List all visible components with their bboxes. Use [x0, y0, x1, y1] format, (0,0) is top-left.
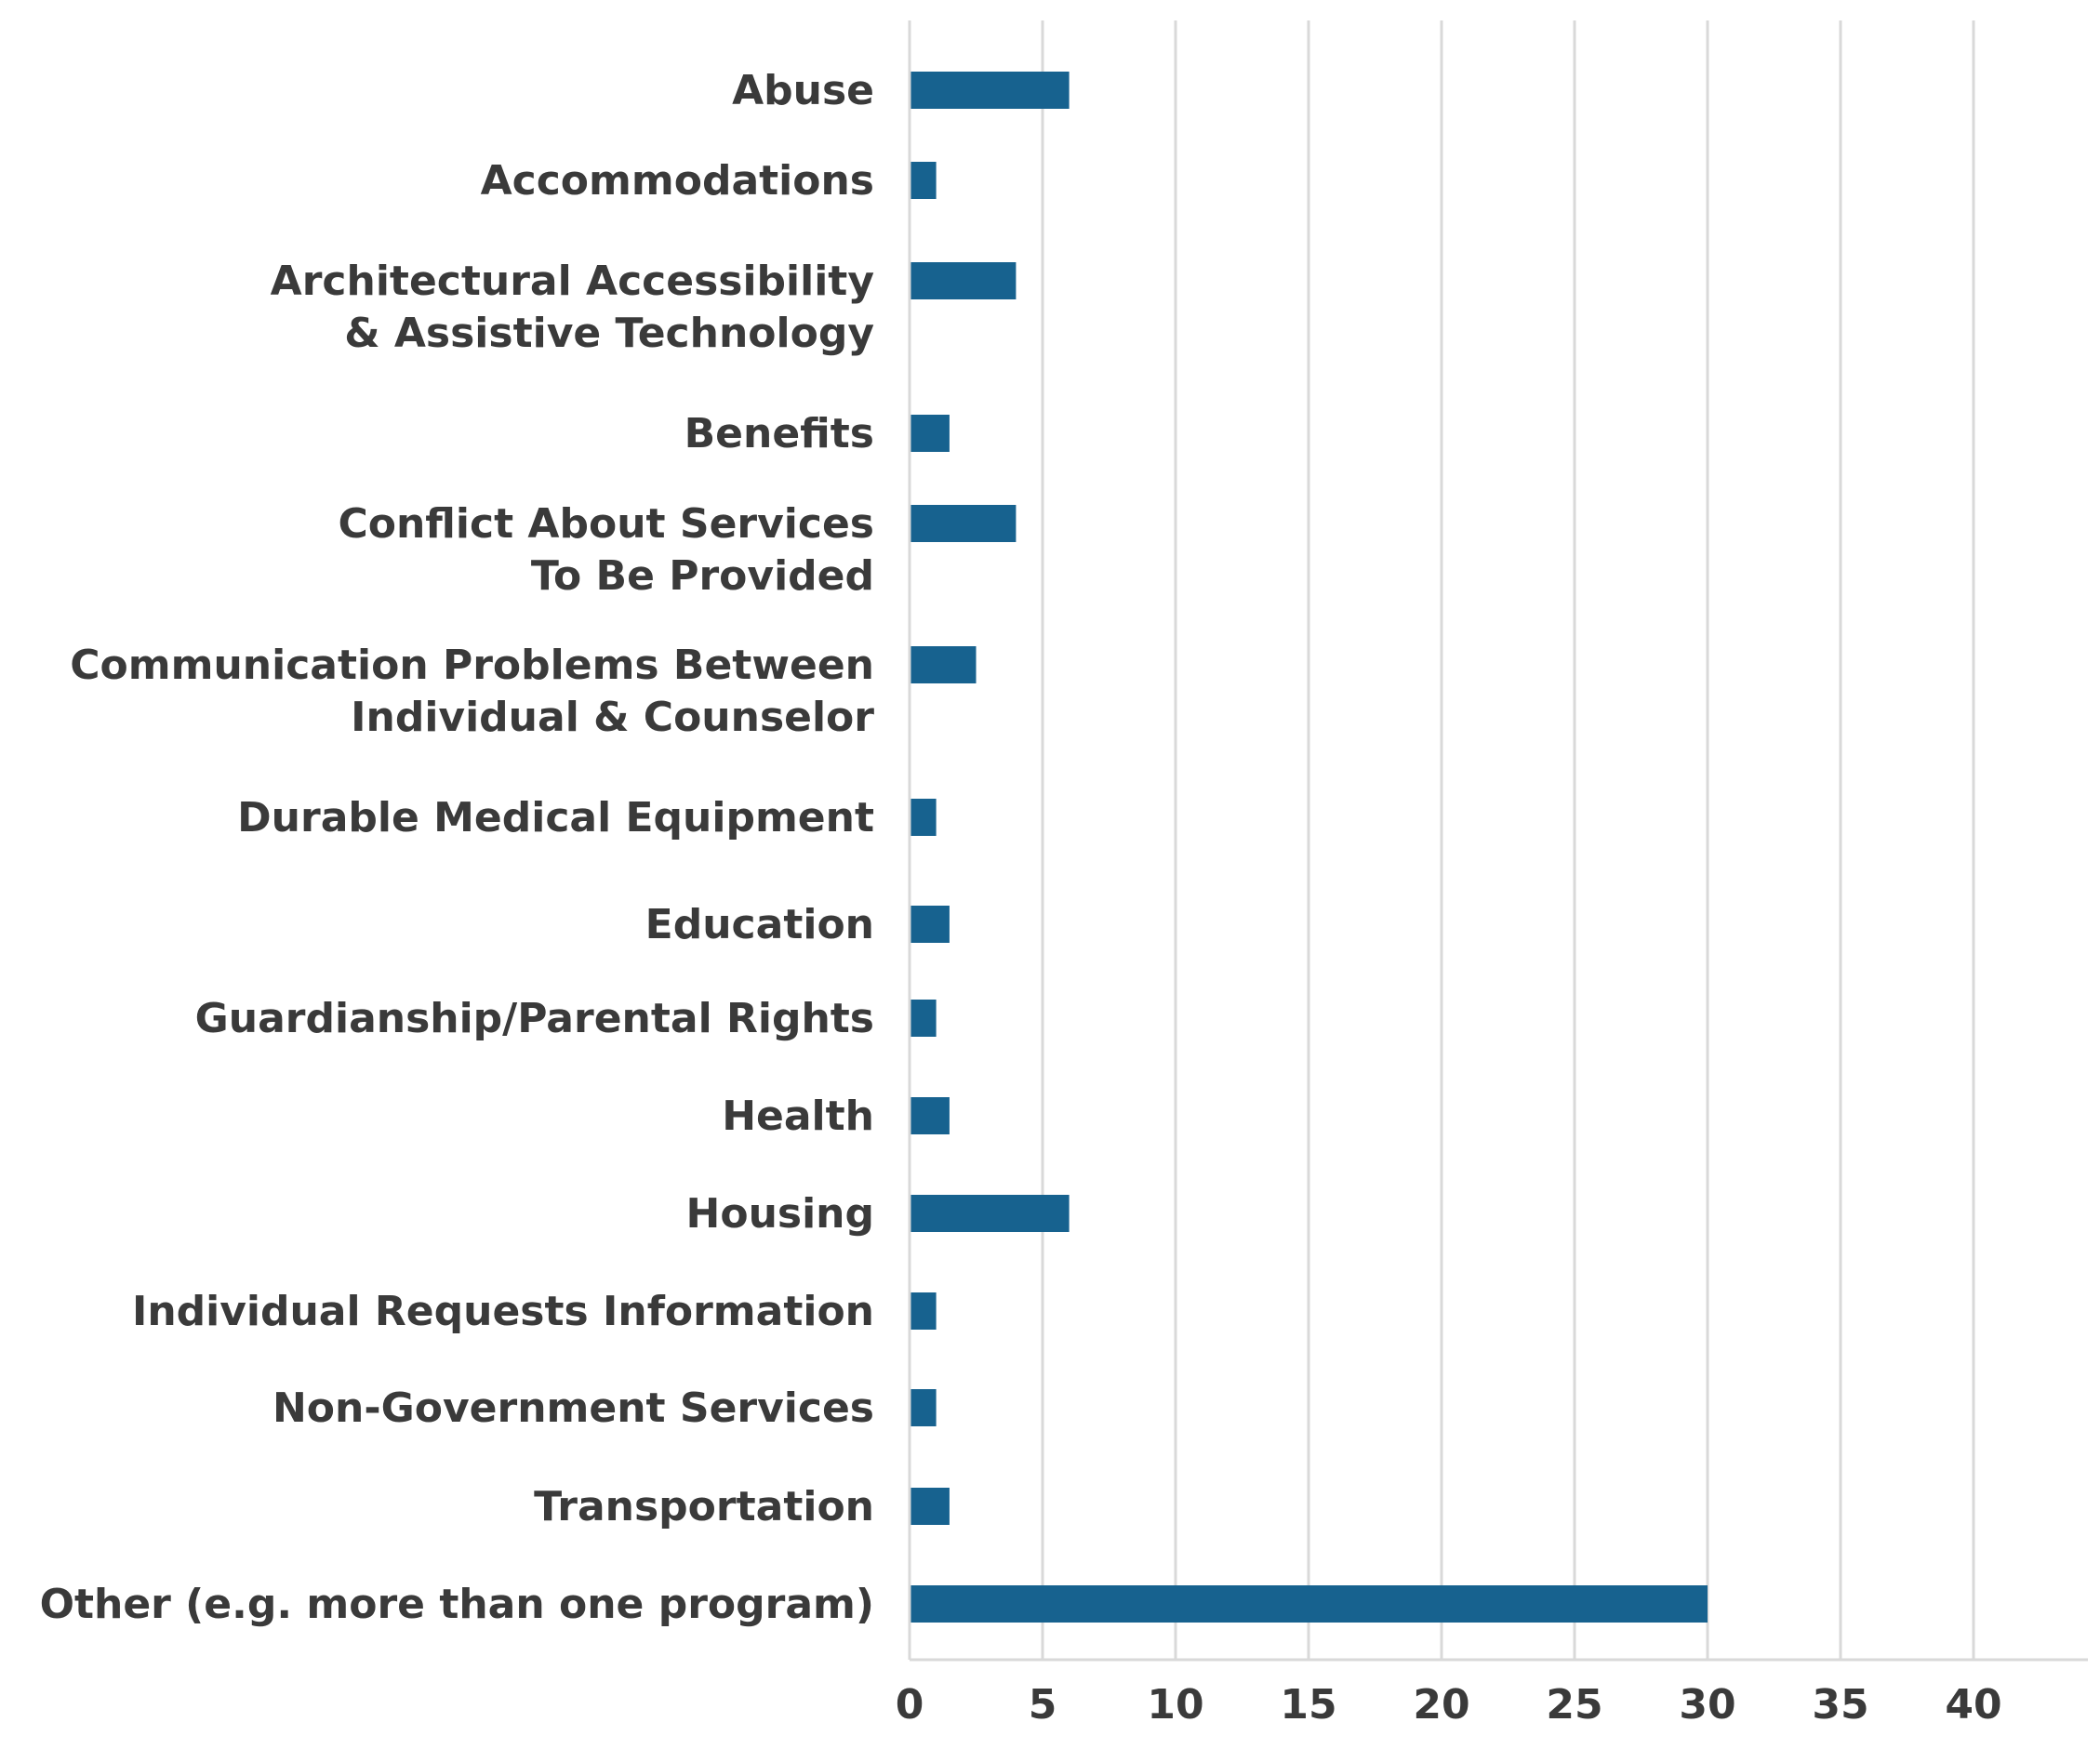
category-label-13: Transportation: [534, 1483, 874, 1530]
x-tick-label-20: 20: [1413, 1681, 1469, 1729]
x-tick-label-5: 5: [1029, 1681, 1057, 1729]
category-label-line: To Be Provided: [531, 552, 874, 600]
bar-12: [910, 1389, 937, 1426]
category-label-12: Non-Government Services: [272, 1384, 874, 1432]
category-labels: Abuse Accommodations Architectural Accessi…: [40, 67, 875, 1628]
category-label-line: Conflict About Services: [338, 500, 874, 548]
category-label-5: Communication Problems Between Individual…: [70, 642, 874, 741]
bar-0: [910, 72, 1070, 109]
x-tick-labels: 0 5 10 15 20 25 30 35 40: [896, 1681, 2002, 1729]
category-label-line: Transportation: [534, 1483, 874, 1530]
category-label-line: Benefits: [684, 410, 874, 457]
x-tick-label-25: 25: [1546, 1681, 1602, 1729]
category-label-8: Guardianship/Parental Rights: [195, 995, 874, 1042]
category-label-line: Durable Medical Equipment: [237, 794, 874, 841]
bar-7: [910, 906, 950, 943]
bar-8: [910, 1000, 937, 1037]
category-label-line: Other (e.g. more than one program): [40, 1581, 874, 1628]
bar-14: [910, 1585, 1708, 1623]
category-label-line: Abuse: [732, 67, 874, 114]
category-label-line: & Assistive Technology: [344, 310, 874, 357]
axes: [908, 20, 2088, 1662]
category-label-line: Individual Requests Information: [132, 1288, 874, 1335]
bar-10: [910, 1195, 1070, 1232]
bar-3: [910, 415, 950, 452]
category-label-0: Abuse: [732, 67, 874, 114]
bar-5: [910, 646, 977, 683]
category-label-11: Individual Requests Information: [132, 1288, 874, 1335]
bar-11: [910, 1292, 937, 1330]
category-label-line: Guardianship/Parental Rights: [195, 995, 874, 1042]
category-label-line: Individual & Counselor: [351, 694, 874, 741]
bar-13: [910, 1488, 950, 1525]
x-tick-label-0: 0: [896, 1681, 924, 1729]
bar-1: [910, 162, 937, 199]
category-label-line: Non-Government Services: [272, 1384, 874, 1432]
x-tick-label-10: 10: [1147, 1681, 1203, 1729]
bar-6: [910, 799, 937, 836]
category-label-line: Housing: [686, 1190, 874, 1238]
category-label-2: Architectural Accessibility & Assistive T…: [271, 258, 874, 357]
category-label-line: Architectural Accessibility: [271, 258, 874, 305]
bar-4: [910, 505, 1017, 542]
category-label-3: Benefits: [684, 410, 874, 457]
x-tick-label-30: 30: [1679, 1681, 1735, 1729]
category-label-10: Housing: [686, 1190, 874, 1238]
bars: [910, 72, 1708, 1623]
category-label-4: Conflict About Services To Be Provided: [338, 500, 874, 600]
category-label-6: Durable Medical Equipment: [237, 794, 874, 841]
x-tick-label-15: 15: [1280, 1681, 1336, 1729]
category-label-9: Health: [722, 1093, 874, 1140]
category-label-14: Other (e.g. more than one program): [40, 1581, 874, 1628]
category-label-line: Communication Problems Between: [70, 642, 874, 689]
gridlines: [1041, 20, 1975, 1660]
x-tick-label-40: 40: [1945, 1681, 2001, 1729]
category-label-line: Education: [645, 901, 874, 948]
bar-2: [910, 262, 1017, 299]
category-label-7: Education: [645, 901, 874, 948]
x-tick-label-35: 35: [1812, 1681, 1868, 1729]
category-label-line: Accommodations: [481, 157, 874, 205]
category-label-line: Health: [722, 1093, 874, 1140]
bar-9: [910, 1097, 950, 1134]
category-label-1: Accommodations: [481, 157, 874, 205]
